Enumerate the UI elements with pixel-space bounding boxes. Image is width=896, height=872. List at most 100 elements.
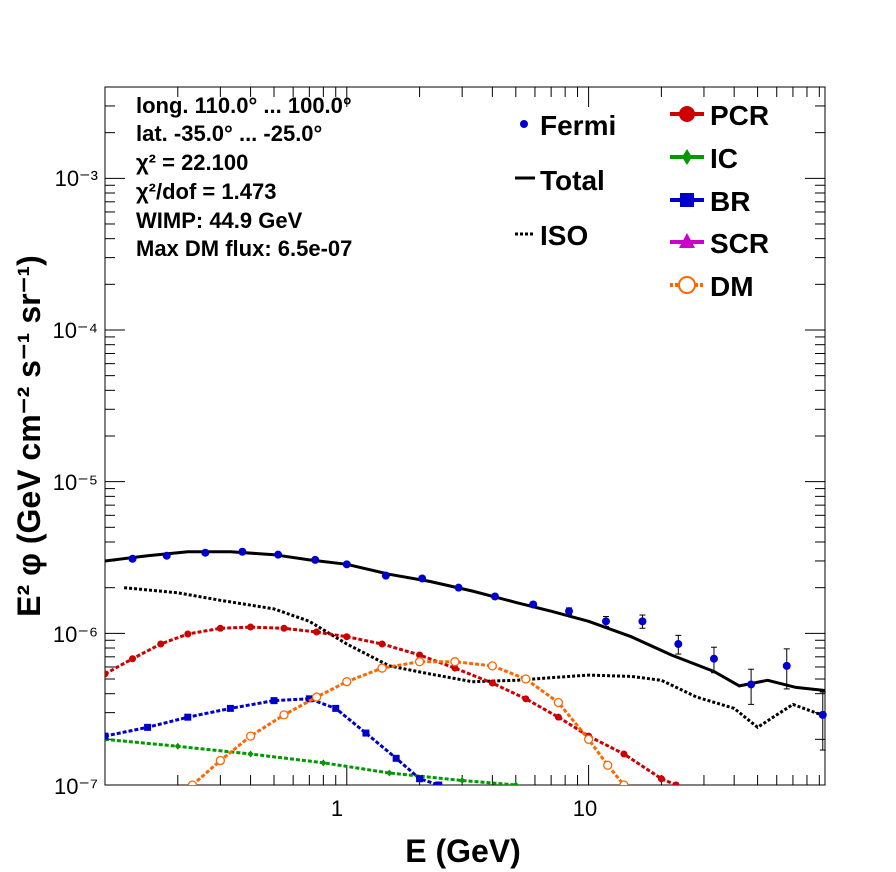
legend-right: PCR IC BR SCR DM: [670, 100, 769, 302]
dm-point: [414, 657, 425, 667]
pcr-point: [488, 679, 496, 687]
series-total-line: [105, 550, 825, 692]
br-point: [416, 775, 424, 783]
fermi-point: [342, 560, 351, 569]
dm-point: [619, 780, 629, 785]
y-tick-label-1e-3: 10⁻³: [55, 166, 98, 191]
info-wimp: WIMP: 44.9 GeV: [136, 208, 303, 233]
br-point: [184, 713, 192, 721]
fermi-point: [162, 551, 171, 560]
pcr-point: [343, 633, 351, 641]
x-axis-title: E (GeV): [405, 833, 521, 869]
dm-point: [187, 780, 198, 785]
legend-dm-marker: [678, 276, 696, 294]
legend-ic-label: IC: [710, 143, 738, 174]
legend-fermi-label: Fermi: [540, 110, 616, 141]
legend-br-label: BR: [710, 186, 750, 217]
legend-dm-label: DM: [710, 271, 754, 302]
legend-left: Fermi Total ISO: [515, 110, 616, 251]
ic-point: [386, 769, 393, 777]
series-pcr-line: [105, 625, 677, 785]
y-tick-label-1e-4: 10⁻⁴: [52, 318, 98, 343]
fermi-point: [818, 710, 827, 719]
fermi-point: [381, 571, 390, 580]
dm-point: [553, 697, 564, 708]
dm-point: [603, 760, 613, 770]
legend-scr-marker: [679, 233, 695, 248]
y-tick-labels: 10⁻⁷ 10⁻⁶ 10⁻⁵ 10⁻⁴ 10⁻³: [52, 166, 98, 799]
pcr-point: [216, 624, 224, 632]
pcr-point: [554, 713, 562, 721]
ic-point: [512, 781, 519, 785]
info-chi2-dof: χ²/dof = 1.473: [136, 179, 276, 204]
fermi-data-layer: [128, 547, 827, 751]
dm-point: [311, 692, 322, 702]
legend-iso-label: ISO: [540, 220, 588, 251]
fermi-point: [782, 661, 791, 670]
fermi-point: [529, 600, 538, 609]
fermi-point: [601, 617, 610, 626]
fermi-point: [565, 607, 574, 616]
dm-point: [215, 755, 226, 766]
br-point: [105, 732, 109, 740]
br-point: [270, 697, 278, 705]
info-block: long. 110.0° ... 100.0° lat. -35.0° ... …: [136, 93, 352, 261]
legend-scr-label: SCR: [710, 228, 769, 259]
dm-point: [342, 677, 352, 687]
pcr-point: [157, 640, 165, 648]
fermi-point: [238, 547, 247, 556]
pcr-point: [522, 695, 530, 703]
legend-total-label: Total: [540, 165, 605, 196]
pcr-point: [672, 781, 680, 785]
br-point: [332, 704, 340, 712]
fermi-point: [274, 550, 283, 559]
ic-point: [320, 759, 327, 767]
x-tick-label-10: 10: [573, 796, 597, 821]
y-axis-title: E² φ (GeV cm⁻² s⁻¹ sr⁻¹): [11, 255, 47, 617]
ic-point: [174, 742, 181, 750]
series-br-line: [105, 697, 440, 785]
fermi-point: [674, 640, 683, 649]
dm-point: [377, 663, 387, 673]
series-ic-line: [105, 737, 516, 785]
pcr-point: [451, 664, 459, 672]
legend-ic-marker: [682, 149, 692, 165]
legend-pcr-label: PCR: [710, 100, 769, 131]
fermi-point: [454, 583, 463, 592]
br-point: [392, 754, 400, 762]
pcr-point: [247, 623, 255, 631]
br-point: [435, 781, 443, 785]
dm-point: [450, 657, 460, 667]
pcr-point: [620, 750, 628, 758]
pcr-point: [313, 628, 321, 636]
dm-point: [487, 661, 498, 671]
fermi-point: [638, 617, 647, 626]
fermi-point: [747, 680, 756, 689]
dm-point: [521, 674, 531, 684]
ic-point: [247, 750, 254, 758]
pcr-point: [416, 651, 424, 659]
dm-point: [279, 710, 289, 720]
fermi-point: [201, 548, 210, 557]
y-tick-label-1e-5: 10⁻⁵: [53, 470, 98, 495]
legend-pcr-marker: [679, 106, 695, 122]
series-layer: [105, 550, 825, 785]
fermi-point: [311, 555, 320, 564]
ic-point: [459, 777, 466, 785]
pcr-point: [378, 640, 386, 648]
legend-fermi-marker: [520, 120, 528, 128]
series-dm-line: [191, 660, 626, 785]
info-chi2: χ² = 22.100: [136, 150, 248, 175]
pcr-point: [129, 655, 137, 663]
info-latitude: lat. -35.0° ... -25.0°: [136, 121, 322, 146]
pcr-point: [184, 630, 192, 638]
y-tick-label-1e-6: 10⁻⁶: [53, 622, 98, 647]
info-longitude: long. 110.0° ... 100.0°: [136, 93, 352, 118]
pcr-point: [657, 775, 665, 783]
pcr-point: [105, 670, 109, 678]
br-point: [305, 695, 313, 703]
br-point: [362, 729, 370, 737]
br-point: [226, 704, 234, 712]
y-tick-label-1e-7: 10⁻⁷: [54, 774, 98, 799]
